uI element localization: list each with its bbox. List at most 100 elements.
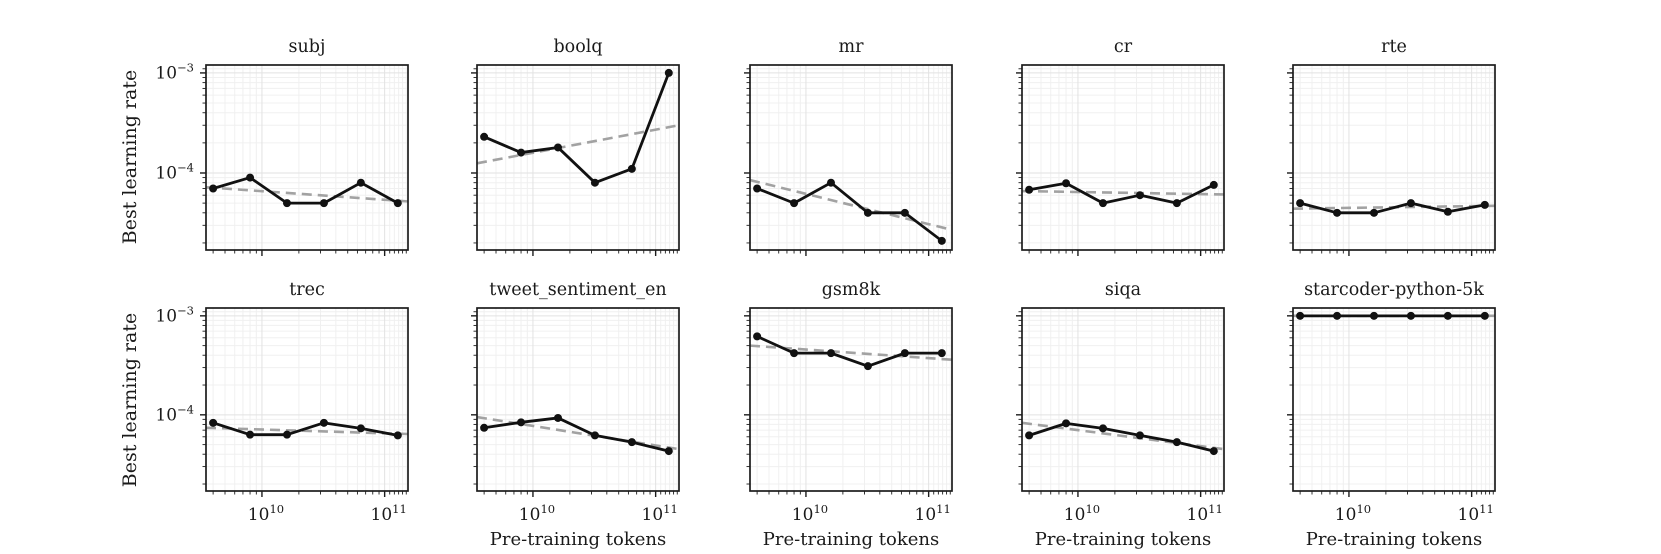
subplot-subj: subj 10−3 10−4 <box>155 37 409 256</box>
data-point <box>900 349 909 358</box>
y-tick-label: 10−4 <box>155 402 194 425</box>
gridlines <box>1293 65 1495 250</box>
trend-line <box>476 123 680 165</box>
y-axis-label-row1: Best learning rate <box>119 69 141 245</box>
subplot-tweet_sentiment_en: tweet_sentiment_en 1010 1011 <box>471 280 680 525</box>
x-axis-label-col5: Pre-training tokens <box>1305 529 1483 550</box>
axis-ticks <box>744 68 951 256</box>
data-point <box>1480 311 1489 320</box>
data-point <box>753 184 762 193</box>
data-point <box>1098 199 1107 208</box>
data-point <box>480 132 489 141</box>
subplot-title: siqa <box>1104 280 1142 300</box>
gridlines <box>477 308 679 491</box>
data-point <box>900 208 909 217</box>
x-tick-label: 1011 <box>915 502 951 525</box>
data-point <box>590 431 599 440</box>
x-tick-label: 1010 <box>792 502 828 525</box>
x-tick-label: 1010 <box>248 502 284 525</box>
data-line <box>755 181 944 243</box>
plot-area: 1010 1011 <box>744 307 953 525</box>
axes-frame <box>749 64 953 251</box>
plot-area <box>1287 64 1496 256</box>
data-point <box>553 143 562 152</box>
data-point <box>1135 431 1144 440</box>
data-point <box>393 431 402 440</box>
data-point <box>1296 311 1305 320</box>
data-point <box>753 332 762 341</box>
data-point <box>1406 311 1415 320</box>
gridlines <box>1022 308 1224 491</box>
subplot-title: starcoder-python-5k <box>1304 280 1484 300</box>
data-point <box>319 418 328 427</box>
data-point <box>1406 199 1415 208</box>
y-tick-label: 10−3 <box>155 60 194 83</box>
plot-area <box>471 64 680 256</box>
data-point <box>209 418 218 427</box>
axis-ticks <box>744 311 951 497</box>
trend-line <box>476 415 680 451</box>
data-point <box>553 413 562 422</box>
subplot-title: rte <box>1381 37 1407 57</box>
data-point <box>1098 424 1107 433</box>
x-axis-label-col4: Pre-training tokens <box>1034 529 1212 550</box>
gridlines <box>477 65 679 250</box>
data-point <box>1172 438 1181 447</box>
data-point <box>246 173 255 182</box>
data-line <box>482 71 671 185</box>
data-point <box>1209 180 1218 189</box>
subplot-title: tweet_sentiment_en <box>489 280 667 300</box>
data-point <box>863 362 872 371</box>
data-point <box>590 178 599 187</box>
x-axis-label-col3: Pre-training tokens <box>762 529 940 550</box>
axes-frame <box>1021 307 1225 492</box>
data-point <box>356 178 365 187</box>
data-point <box>790 349 799 358</box>
axis-ticks <box>471 311 678 497</box>
subplot-title: subj <box>288 37 326 57</box>
data-point <box>664 447 673 456</box>
data-point <box>282 430 291 439</box>
y-tick-label: 10−4 <box>155 160 194 183</box>
data-point <box>480 423 489 432</box>
plot-area <box>744 64 953 256</box>
data-point <box>209 184 218 193</box>
plot-area: 1010 1011 <box>1287 307 1496 525</box>
x-tick-label: 1011 <box>1458 502 1494 525</box>
x-tick-label: 1010 <box>519 502 555 525</box>
data-point <box>319 199 328 208</box>
subplot-cr: cr <box>1016 37 1225 256</box>
subplot-title: gsm8k <box>821 280 881 300</box>
data-point <box>1062 179 1071 188</box>
data-point <box>282 199 291 208</box>
subplot-starcoder-python-5k: starcoder-python-5k 1010 1011 <box>1287 280 1496 525</box>
data-point <box>517 418 526 427</box>
subplot-title: boolq <box>553 37 603 57</box>
axes-frame <box>476 64 680 251</box>
data-line <box>482 416 671 453</box>
data-point <box>1135 191 1144 200</box>
axis-ticks <box>1016 311 1223 497</box>
subplot-mr: mr <box>744 37 953 256</box>
plot-area: 1010 1011 <box>471 307 680 525</box>
axes-frame <box>1021 64 1225 251</box>
data-point <box>937 349 946 358</box>
axis-ticks <box>200 311 407 497</box>
subplot-title: mr <box>838 37 864 57</box>
data-line <box>211 421 400 437</box>
gridlines <box>1293 308 1495 491</box>
x-axis-label-col2: Pre-training tokens <box>489 529 667 550</box>
data-point <box>356 424 365 433</box>
x-tick-label: 1010 <box>1064 502 1100 525</box>
plot-area <box>1016 64 1225 256</box>
data-point <box>664 68 673 77</box>
data-point <box>1443 311 1452 320</box>
subplot-title: trec <box>289 280 325 300</box>
trend-line <box>1021 189 1225 196</box>
gridlines <box>1022 65 1224 250</box>
axis-ticks <box>1287 311 1494 497</box>
data-point <box>1333 208 1342 217</box>
axis-ticks <box>1016 68 1223 256</box>
data-point <box>1209 447 1218 456</box>
axis-ticks <box>200 68 407 256</box>
